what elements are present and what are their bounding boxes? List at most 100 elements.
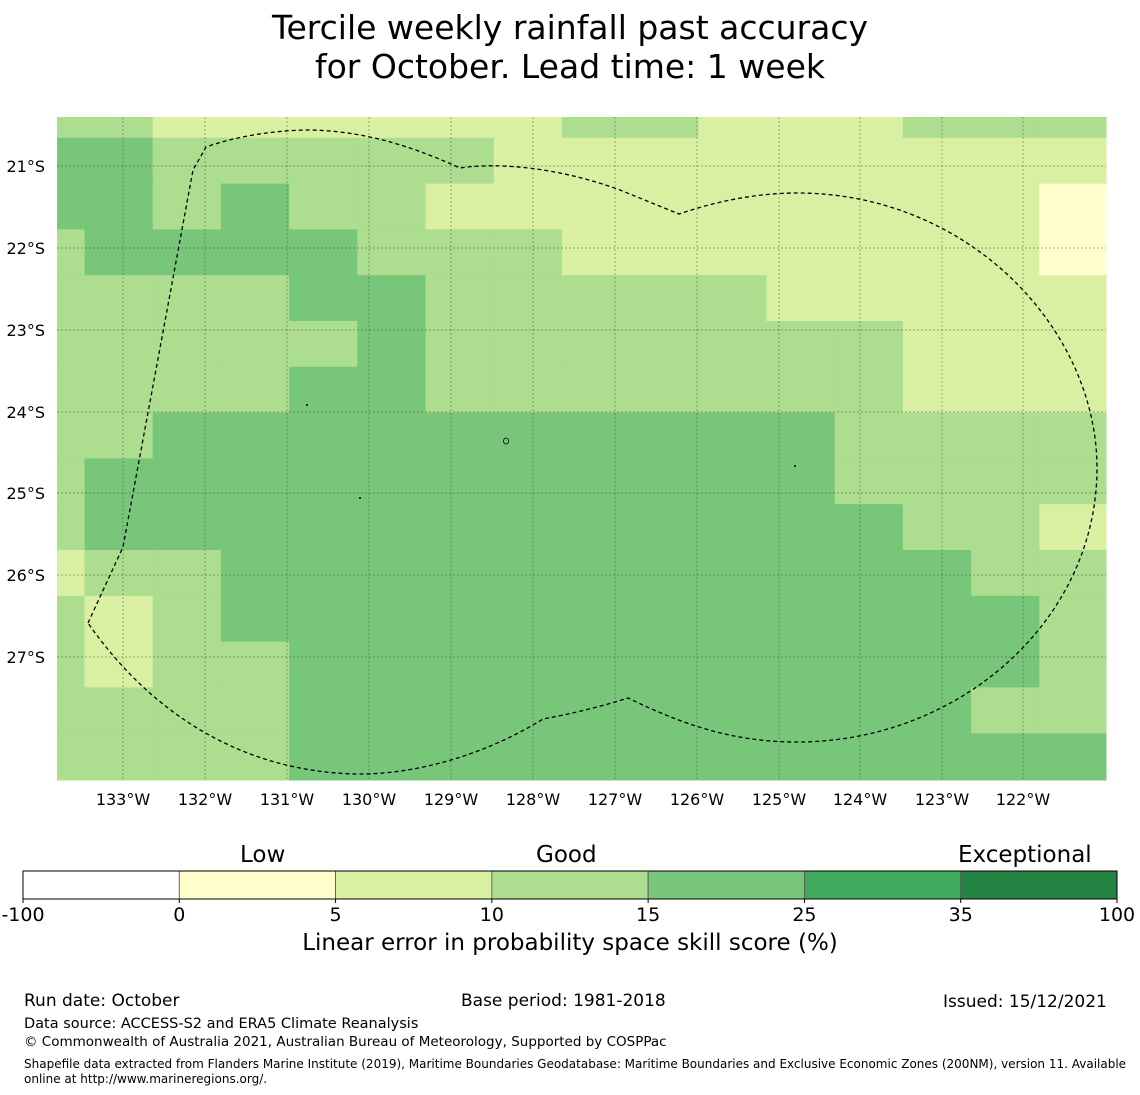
latitude-label: 24°S bbox=[6, 403, 45, 422]
grid-cell bbox=[289, 229, 358, 276]
grid-cell bbox=[357, 458, 426, 505]
grid-cell bbox=[902, 117, 972, 139]
grid-cell bbox=[493, 275, 563, 322]
grid-cell bbox=[834, 275, 904, 322]
grid-cell bbox=[84, 366, 154, 414]
grid-cell bbox=[357, 595, 426, 643]
grid-cell bbox=[561, 595, 631, 643]
island-marker bbox=[503, 437, 509, 445]
grid-cell bbox=[425, 458, 495, 505]
grid-cell bbox=[493, 137, 563, 185]
grid-cell bbox=[425, 321, 495, 368]
grid-cell bbox=[84, 641, 154, 688]
grid-cell bbox=[698, 412, 767, 459]
grid-cell bbox=[84, 117, 154, 139]
grid-cell bbox=[152, 733, 222, 780]
run-date: Run date: October bbox=[24, 991, 180, 1011]
grid-cell bbox=[57, 687, 85, 734]
grid-cell bbox=[152, 504, 222, 551]
grid-cell bbox=[1039, 550, 1107, 597]
grid-cell bbox=[1039, 275, 1107, 322]
grid-cell bbox=[902, 229, 972, 276]
grid-cell bbox=[971, 117, 1040, 139]
grid-cell bbox=[1039, 595, 1107, 643]
grid-cell bbox=[425, 183, 495, 230]
grid-cell bbox=[561, 733, 631, 780]
grid-cell bbox=[698, 550, 767, 597]
grid-cell bbox=[834, 366, 904, 414]
colorbar-frame bbox=[22, 870, 1118, 900]
copyright-note: © Commonwealth of Australia 2021, Austra… bbox=[24, 1034, 667, 1050]
grid-cell bbox=[1039, 504, 1107, 551]
grid-cell bbox=[1039, 733, 1107, 780]
grid-cell bbox=[57, 321, 85, 368]
grid-cell bbox=[971, 733, 1040, 780]
grid-cell bbox=[84, 458, 154, 505]
grid-cell bbox=[561, 412, 631, 459]
grid-cell bbox=[834, 687, 904, 734]
latitude-label: 25°S bbox=[6, 484, 45, 503]
grid-cell bbox=[630, 733, 699, 780]
grid-cell bbox=[84, 229, 154, 276]
grid-cell bbox=[698, 117, 767, 139]
island-marker bbox=[794, 465, 796, 467]
colorbar-ticks: -100 0 5 10 15 25 35 100 bbox=[1, 899, 1135, 926]
grid-cell bbox=[971, 687, 1040, 734]
grid-cell bbox=[971, 321, 1040, 368]
grid-cell bbox=[493, 412, 563, 459]
grid-cell bbox=[84, 779, 154, 781]
grid-cell bbox=[493, 504, 563, 551]
grid-cell bbox=[971, 275, 1040, 322]
grid-cell bbox=[630, 412, 699, 459]
base-period: Base period: 1981-2018 bbox=[461, 991, 666, 1011]
grid-cell bbox=[493, 229, 563, 276]
grid-cell bbox=[425, 412, 495, 459]
grid-cell bbox=[84, 687, 154, 734]
grid-cell bbox=[152, 366, 222, 414]
latitude-label: 21°S bbox=[6, 157, 45, 176]
grid-cell bbox=[425, 366, 495, 414]
latitude-labels: 21°S 22°S 23°S 24°S 25°S 26°S 27°S bbox=[6, 157, 45, 667]
colorbar-tick-label: 0 bbox=[173, 904, 185, 926]
grid-cell bbox=[84, 412, 154, 459]
grid-cell bbox=[766, 595, 836, 643]
grid-cell bbox=[698, 733, 767, 780]
grid-cell bbox=[152, 641, 222, 688]
grid-cell bbox=[425, 550, 495, 597]
longitude-label: 123°W bbox=[915, 790, 970, 809]
grid-cell bbox=[561, 117, 631, 139]
grid-cell bbox=[766, 137, 836, 185]
grid-cell bbox=[766, 321, 836, 368]
colorbar-tick-label: 25 bbox=[792, 904, 816, 926]
grid-cell bbox=[630, 641, 699, 688]
grid-cell bbox=[425, 641, 495, 688]
grid-cell bbox=[357, 412, 426, 459]
grid-cell bbox=[766, 183, 836, 230]
grid-cell bbox=[289, 779, 358, 781]
grid-cell bbox=[357, 641, 426, 688]
grid-cell bbox=[220, 550, 290, 597]
grid-cell bbox=[357, 687, 426, 734]
grid-cell bbox=[152, 321, 222, 368]
grid-cell bbox=[561, 641, 631, 688]
grid-cell bbox=[289, 504, 358, 551]
grid-cell bbox=[425, 504, 495, 551]
grid-cell bbox=[493, 550, 563, 597]
grid-cell bbox=[425, 275, 495, 322]
grid-cell bbox=[1039, 117, 1107, 139]
grid-cell bbox=[220, 183, 290, 230]
grid-cell bbox=[84, 321, 154, 368]
grid-cell bbox=[971, 366, 1040, 414]
grid-cell bbox=[220, 458, 290, 505]
grid-cell bbox=[630, 117, 699, 139]
grid-cell bbox=[698, 229, 767, 276]
grid-cell bbox=[971, 641, 1040, 688]
grid-cell bbox=[834, 550, 904, 597]
grid-cell bbox=[971, 412, 1040, 459]
grid-cell bbox=[425, 117, 495, 139]
grid-cell bbox=[630, 321, 699, 368]
grid-cell bbox=[220, 117, 290, 139]
island-marker bbox=[359, 497, 361, 499]
grid-cell bbox=[834, 229, 904, 276]
latitude-label: 22°S bbox=[6, 239, 45, 258]
